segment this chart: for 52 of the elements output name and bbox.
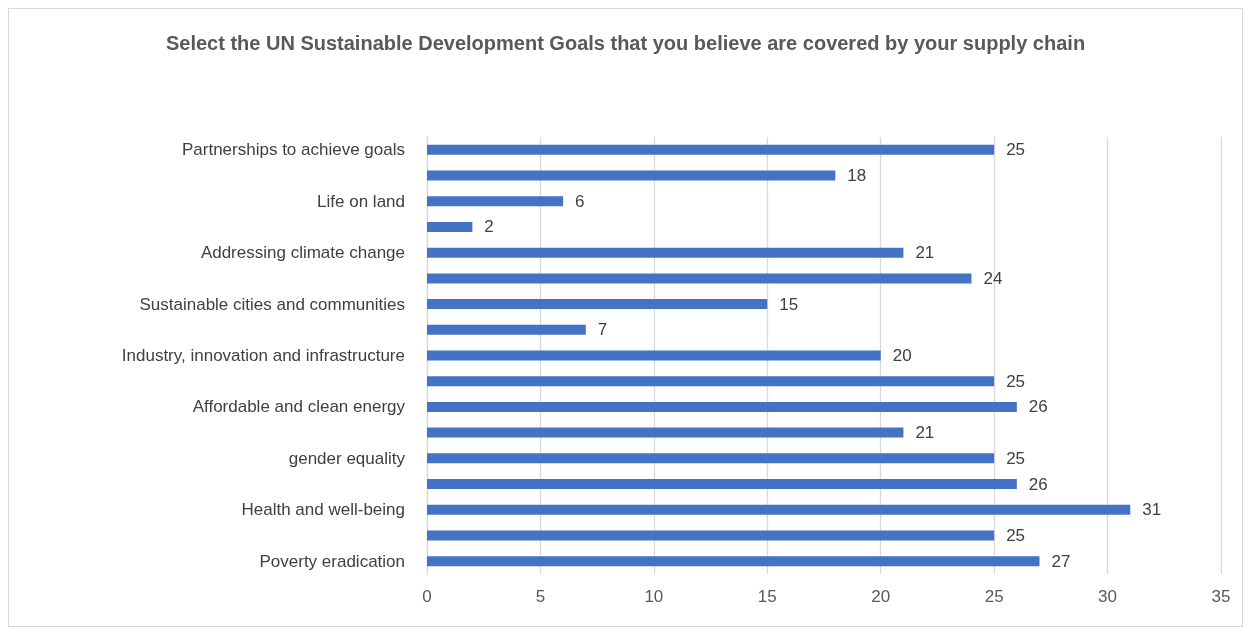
data-label: 26	[1028, 474, 1048, 494]
bar	[427, 504, 1131, 515]
bar	[427, 324, 586, 335]
bar	[427, 376, 995, 387]
x-tick-label: 30	[1098, 587, 1118, 606]
bar	[427, 221, 473, 232]
data-label: 6	[575, 191, 585, 211]
bar	[427, 427, 904, 438]
x-tick-label: 0	[422, 587, 432, 606]
x-tick-label: 5	[535, 587, 546, 606]
data-label: 2	[484, 217, 494, 237]
data-label: 15	[779, 294, 799, 314]
data-label: 31	[1142, 500, 1162, 520]
x-tick-label: 25	[984, 587, 1004, 606]
y-tick-label: Health and well-being	[241, 500, 405, 520]
data-label: 26	[1028, 397, 1048, 417]
data-label: 24	[983, 268, 1003, 288]
data-label: 18	[847, 166, 867, 186]
data-label: 25	[1006, 140, 1026, 160]
data-label: 25	[1006, 448, 1026, 468]
bar	[427, 453, 995, 464]
x-tick-label: 10	[644, 587, 664, 606]
y-tick-label: Addressing climate change	[200, 243, 405, 263]
y-tick-label: Sustainable cities and communities	[139, 294, 405, 314]
bar	[427, 196, 564, 207]
chart-title: Select the UN Sustainable Development Goals that you believe are covered by your supply chain	[165, 32, 1086, 54]
y-tick-label: Poverty eradication	[259, 551, 405, 571]
x-tick-label: 15	[757, 587, 777, 606]
bar	[427, 144, 995, 155]
bar	[427, 350, 881, 361]
data-label: 27	[1051, 551, 1071, 571]
data-label: 7	[597, 320, 608, 340]
data-label: 20	[892, 346, 912, 365]
y-tick-label: Life on land	[317, 191, 405, 211]
bar	[427, 479, 1017, 490]
x-tick-label: 20	[871, 587, 891, 606]
y-tick-label: Affordable and clean energy	[192, 397, 406, 417]
y-tick-label: gender equality	[288, 448, 406, 468]
bar	[427, 556, 1040, 567]
bar	[427, 247, 904, 258]
bar	[427, 170, 836, 181]
data-label: 21	[915, 243, 935, 263]
y-tick-label: Partnerships to achieve goals	[181, 140, 405, 160]
data-label: 25	[1006, 371, 1026, 391]
x-tick-label: 35	[1211, 587, 1231, 606]
bar	[427, 273, 972, 284]
bar	[427, 530, 995, 541]
y-tick-label: Industry, innovation and infrastructure	[121, 346, 405, 365]
data-label: 25	[1006, 525, 1026, 545]
data-label: 21	[915, 423, 935, 443]
bar	[427, 401, 1017, 412]
bar	[427, 299, 768, 310]
